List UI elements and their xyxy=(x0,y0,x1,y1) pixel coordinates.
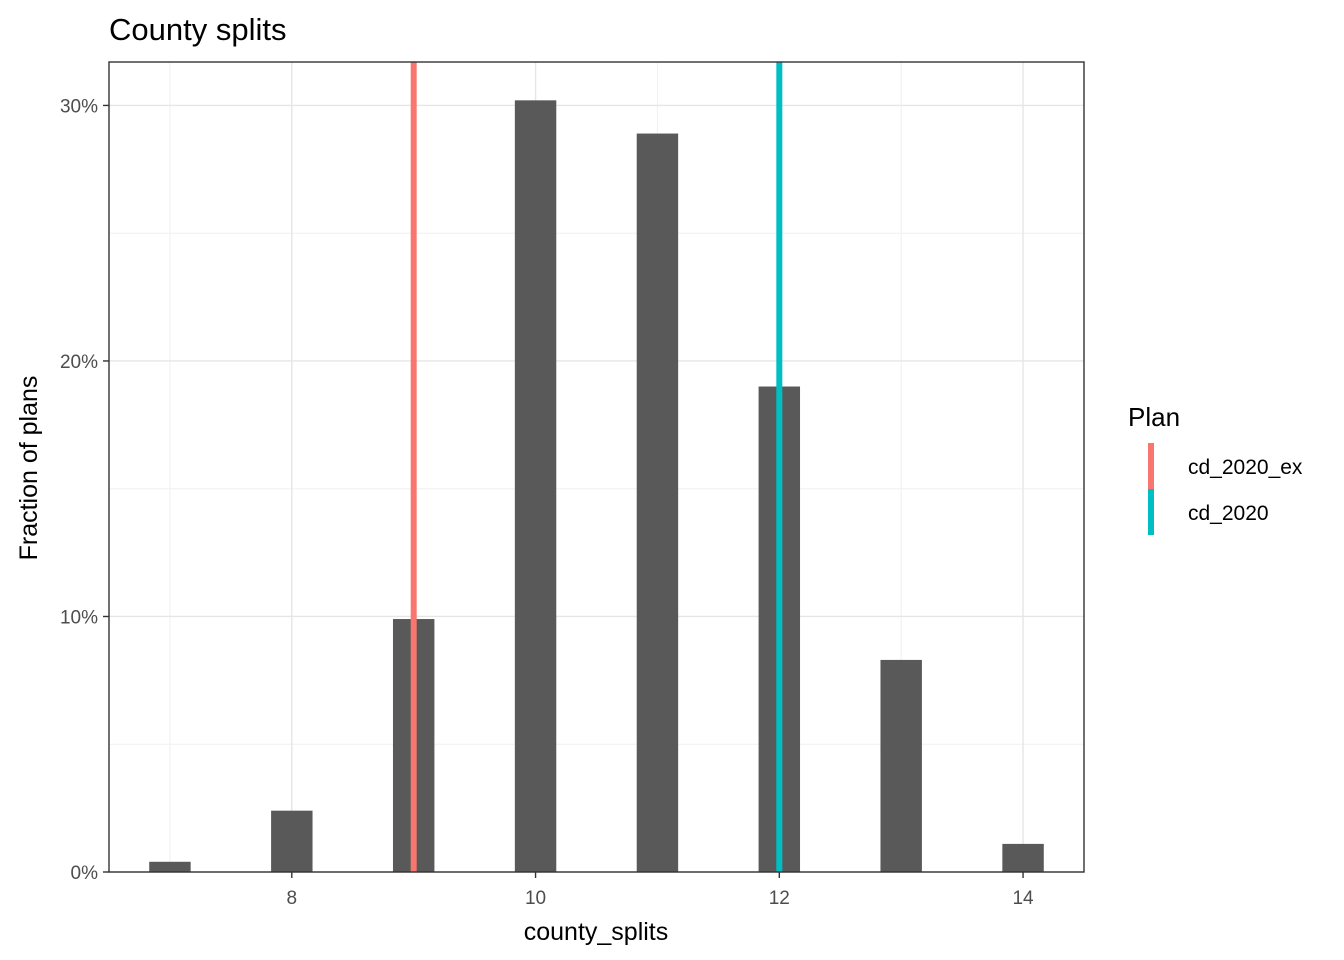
y-tick-label: 0% xyxy=(71,863,99,884)
bar-10 xyxy=(514,100,557,873)
plot-panel: 0% 10% 20% 30% 8 10 12 14 xyxy=(60,61,1085,909)
bar-7 xyxy=(149,861,191,872)
y-tick-label: 20% xyxy=(60,352,98,373)
legend-label-cd_2020: cd_2020 xyxy=(1188,502,1269,525)
bar-11 xyxy=(636,133,679,872)
chart-title: County splits xyxy=(109,12,286,47)
legend-key-cd_2020 xyxy=(1148,489,1154,535)
x-tick-label: 8 xyxy=(287,888,298,909)
x-tick-label: 14 xyxy=(1012,888,1034,909)
x-axis-title: county_splits xyxy=(524,918,669,946)
bar-8 xyxy=(271,810,313,872)
legend-label-cd_2020_ex: cd_2020_ex xyxy=(1188,456,1303,479)
y-tick-label: 30% xyxy=(60,96,98,117)
panel-border xyxy=(108,61,1085,873)
bar-13 xyxy=(880,659,922,872)
legend-title: Plan xyxy=(1128,402,1180,432)
x-tick-label: 10 xyxy=(525,888,546,909)
y-axis-title: Fraction of plans xyxy=(15,376,43,561)
y-tick-label: 10% xyxy=(60,607,98,628)
legend: Plan cd_2020_ex cd_2020 xyxy=(1128,402,1303,535)
bar-14 xyxy=(1002,843,1044,872)
x-tick-label: 12 xyxy=(769,888,790,909)
legend-key-cd_2020_ex xyxy=(1148,443,1154,489)
